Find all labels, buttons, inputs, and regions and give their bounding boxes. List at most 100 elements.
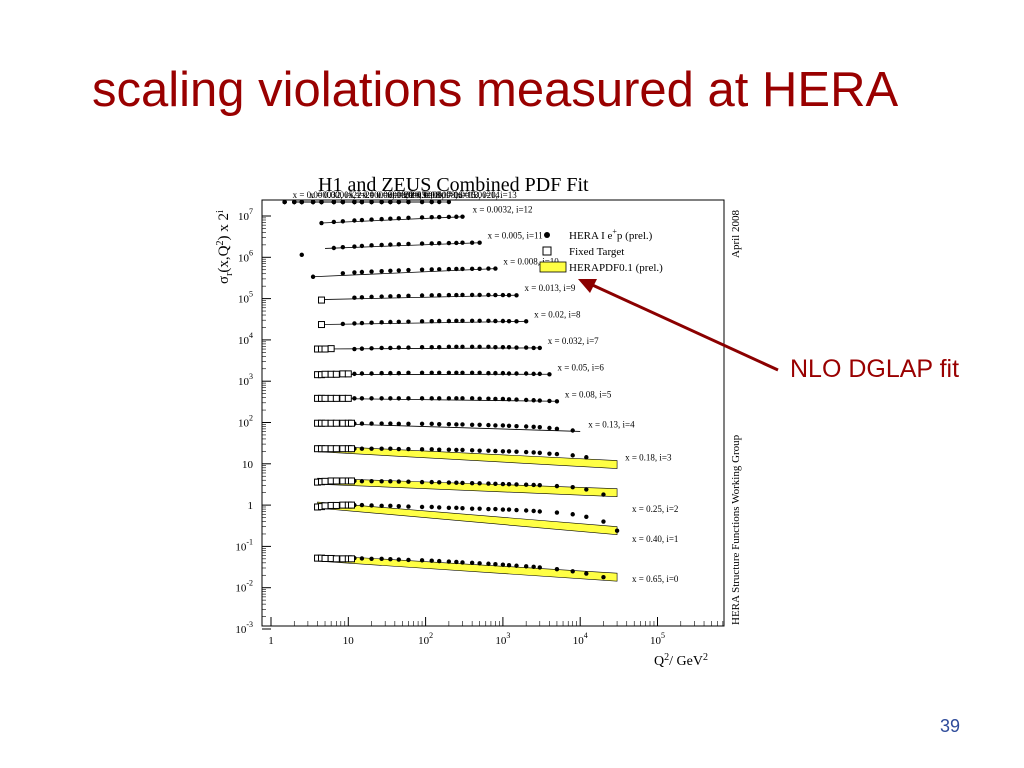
hera-point <box>500 423 506 428</box>
fixed-target-point <box>347 445 355 453</box>
hera-point <box>570 484 575 490</box>
hera-point <box>469 292 475 298</box>
hera-point <box>340 321 346 327</box>
hera-point <box>446 505 452 511</box>
hera-point <box>523 482 529 487</box>
hera-point <box>379 479 384 484</box>
hera-point <box>454 214 459 219</box>
hera-point <box>379 216 384 222</box>
hera-point <box>446 292 452 298</box>
fixed-target-point <box>332 501 340 509</box>
hera-point <box>493 562 498 567</box>
hera-point <box>406 345 411 350</box>
hera-point <box>446 266 452 272</box>
hera-point <box>469 396 475 401</box>
hera-point <box>396 370 401 376</box>
hera-point <box>454 266 459 272</box>
slide-number: 39 <box>940 716 961 736</box>
hera-point <box>523 397 529 403</box>
hera-point <box>477 318 482 324</box>
hera-point <box>352 270 357 275</box>
hera-point <box>584 455 589 460</box>
hera-point <box>460 396 465 401</box>
hera-point <box>352 371 357 377</box>
hera-point <box>429 396 434 401</box>
hera-point <box>419 479 425 485</box>
hera-point <box>486 561 491 566</box>
hera-point <box>493 266 498 271</box>
hera-point <box>406 557 411 563</box>
hera-point <box>429 345 434 350</box>
hera-point <box>429 199 434 205</box>
hera-point <box>379 421 384 426</box>
hera-point <box>477 370 482 375</box>
data-points <box>282 199 620 580</box>
hera-point <box>437 480 442 485</box>
hera-point <box>469 240 475 245</box>
fixed-target-point <box>344 370 352 378</box>
fixed-target-point <box>321 394 329 402</box>
series-label-22: x = 0.000032, i=22 <box>293 190 362 200</box>
hera-point <box>493 481 498 486</box>
hera-point <box>396 396 401 401</box>
hera-point <box>299 199 304 205</box>
hera-point <box>460 422 465 427</box>
hera-point <box>523 319 529 324</box>
hera-point <box>396 446 401 452</box>
hera-point <box>437 421 442 427</box>
x-tick-label-0: 1 <box>268 635 274 647</box>
hera-point <box>388 268 393 274</box>
y-tick-label-9: 10-2 <box>235 579 253 595</box>
hera-point <box>514 371 519 376</box>
hera-point <box>388 199 393 205</box>
hera-point <box>486 292 491 298</box>
hera-point <box>460 266 465 272</box>
hera-point <box>493 506 498 512</box>
hera-point <box>537 482 542 488</box>
fixed-target-point <box>327 345 335 353</box>
hera-point <box>477 506 482 511</box>
hera-point <box>570 428 575 433</box>
hera-point <box>477 396 482 401</box>
hera-point <box>299 252 304 258</box>
hera-point <box>486 396 491 401</box>
hera-point <box>477 422 482 427</box>
hera-point <box>340 271 346 276</box>
series-label-17: x = 0.00032, i=17 <box>387 190 452 200</box>
series-label-6: x = 0.05, i=6 <box>557 362 604 372</box>
hera-point <box>429 479 434 485</box>
hera-point <box>396 268 401 273</box>
hera-point <box>419 396 425 401</box>
fixed-target-point <box>347 501 355 509</box>
hera-point <box>493 396 498 402</box>
y-tick-label-3: 104 <box>238 331 253 347</box>
hera-point <box>446 344 452 350</box>
hera-point <box>352 321 357 326</box>
hera-point <box>460 560 465 565</box>
hera-point <box>396 242 401 247</box>
hera-point <box>419 319 425 324</box>
hera-point <box>460 344 465 350</box>
hera-point <box>369 478 374 484</box>
hera-point <box>369 396 374 401</box>
hera-point <box>429 421 434 427</box>
hera-point <box>531 508 536 514</box>
hera-point <box>500 507 506 512</box>
hera-point <box>601 519 606 524</box>
chart-title: H1 and ZEUS Combined PDF Fit <box>318 174 589 196</box>
annotation-arrow <box>578 279 779 372</box>
hera-point <box>514 319 519 324</box>
hera-point <box>469 448 475 453</box>
series-label-18: x = 0.00020, i=18 <box>376 190 441 200</box>
hera-point <box>419 345 425 350</box>
hera-point <box>547 451 552 456</box>
side-note-group: HERA Structure Functions Working Group <box>730 434 742 625</box>
hera-point <box>570 512 575 517</box>
hera-point <box>340 244 346 250</box>
hera-point <box>319 199 324 205</box>
hera-point <box>523 449 529 455</box>
hera-point <box>500 481 506 487</box>
hera-point <box>537 509 542 514</box>
hera-point <box>359 446 365 451</box>
